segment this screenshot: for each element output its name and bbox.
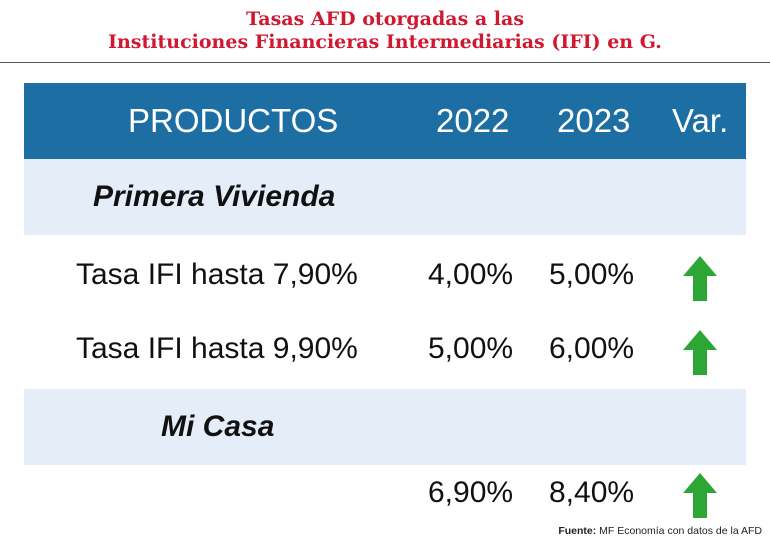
arrow-up-icon (683, 256, 717, 301)
row-product: Tasa IFI hasta 7,90% (76, 258, 358, 291)
source-label: Fuente: (558, 525, 597, 537)
row-product: Tasa IFI hasta 9,90% (76, 332, 358, 365)
header-2022: 2022 (436, 102, 510, 139)
header-var: Var. (672, 102, 729, 139)
rates-table: PRODUCTOS 2022 2023 Var. Primera Viviend… (24, 83, 746, 525)
source-text: MF Economía con datos de la AFD (596, 525, 762, 537)
arrow-up-icon (683, 473, 717, 518)
arrow-up-icon (683, 330, 717, 375)
title-line-2: Instituciones Financieras Intermediarias… (108, 31, 662, 53)
title-divider (0, 62, 770, 63)
row-value-2022: 5,00% (428, 332, 514, 365)
section-title: Primera Vivienda (93, 180, 336, 213)
section-mi-casa: Mi Casa (24, 389, 746, 465)
table-row: Tasa IFI hasta 7,90% 4,00% 5,00% (24, 235, 746, 311)
table-row: Tasa IFI hasta 9,90% 5,00% 6,00% (24, 311, 746, 389)
header-products: PRODUCTOS (128, 102, 339, 139)
row-value-2022: 6,90% (428, 476, 514, 509)
section-primera-vivienda: Primera Vivienda (24, 159, 746, 235)
row-value-2023: 6,00% (549, 332, 635, 365)
table-header: PRODUCTOS 2022 2023 Var. (24, 83, 746, 159)
table-row: 6,90% 8,40% (24, 465, 746, 525)
header-2023: 2023 (557, 102, 631, 139)
section-title: Mi Casa (161, 410, 275, 443)
row-value-2023: 5,00% (549, 258, 635, 291)
row-value-2023: 8,40% (549, 476, 635, 509)
source-note: Fuente: MF Economía con datos de la AFD (558, 525, 762, 537)
title-line-1: Tasas AFD otorgadas a las (245, 8, 525, 30)
row-value-2022: 4,00% (428, 258, 514, 291)
chart-title: Tasas AFD otorgadas a las Instituciones … (0, 8, 770, 54)
